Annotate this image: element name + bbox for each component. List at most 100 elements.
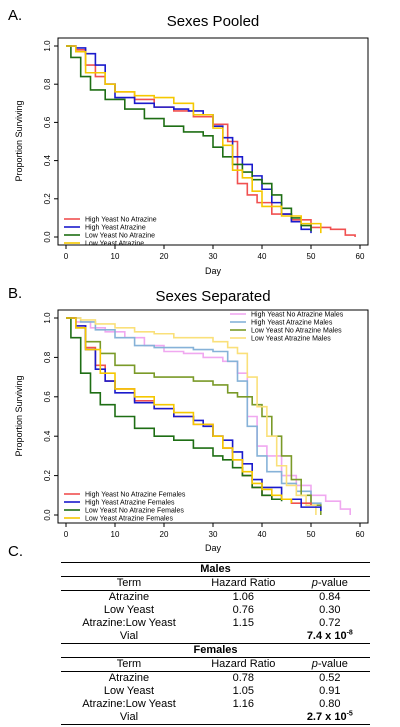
table-row: Low Yeast 1.05 0.91 [61,685,370,698]
x-tick-label: 40 [258,252,267,261]
legend-label: High Yeast Atrazine Females [85,500,175,507]
hazard-ratio-table: Males Term Hazard Ratio p-value Atrazine 1.06… [61,562,370,725]
y-tick-label: 1.0 [43,40,52,52]
p-value-cell: 0.52 [319,672,341,684]
term-cell: Atrazine:Low Yeast [82,698,176,710]
x-tick-label: 0 [64,530,69,539]
x-tick-label: 30 [209,530,218,539]
legend-label: Low Yeast No Atrazine Males [251,328,342,335]
hazard-ratio-cell [196,711,290,725]
hazard-ratio-cell [196,630,290,644]
p-value-cell: 0.72 [319,617,341,629]
x-tick-label: 10 [111,530,120,539]
hazard-ratio-cell: 0.78 [232,672,254,684]
panel-a-x-ticks: 0 10 20 30 40 50 60 [64,245,365,261]
series-line-7 [66,317,293,504]
column-header: Term [61,576,197,591]
term-cell: Atrazine [108,591,150,603]
legend-label: Low Yeast No Atrazine [85,233,155,240]
legend-label: High Yeast No Atrazine Females [85,492,186,499]
panel-b: B. Sexes Separated 0 10 20 30 40 50 60 0.00.20… [8,285,369,553]
y-tick-label: 0.4 [43,430,52,442]
column-header: p-value [289,657,370,672]
table-row: Atrazine:Low Yeast 1.15 0.72 [61,617,370,630]
legend-label: Low Yeast Atrazine Males [251,336,331,343]
series-line-1 [66,45,312,234]
term-cell: Low Yeast [103,685,155,697]
series-line-3 [66,317,317,515]
x-tick-label: 50 [307,252,316,261]
p-value-cell: 7.4 x 10-8 [289,629,370,644]
y-tick-label: 0.2 [43,193,52,205]
table-row: Atrazine:Low Yeast 1.16 0.80 [61,698,370,711]
p-value-cell: 0.30 [319,604,341,616]
legend-label: Low Yeast No Atrazine Females [85,508,184,515]
column-header: p-value [289,576,370,591]
table-row: Vial 7.4 x 10-8 [61,629,370,644]
y-tick-label: 0.2 [43,469,52,481]
figure: A. Sexes Pooled 0 10 20 30 40 50 60 0.00.20.40… [8,7,369,553]
y-tick-label: 0.4 [43,154,52,166]
hazard-ratio-cell: 1.05 [232,685,254,697]
panel-a-x-axis-label: Day [205,266,222,276]
table-row: Atrazine 1.06 0.84 [61,591,370,605]
panel-a-series-lines [66,45,356,237]
column-header: Term [61,657,197,672]
panel-a-y-axis-label: Proportion Surviving [14,100,24,181]
x-tick-label: 50 [307,530,316,539]
series-line-6 [66,317,283,502]
x-tick-label: 40 [258,530,267,539]
term-cell: Vial [61,711,197,725]
p-value-cell: 0.80 [319,698,341,710]
legend-label: High Yeast No Atrazine [85,217,157,224]
column-header-italic: p [311,658,318,670]
series-line-4 [66,317,312,506]
panel-a: A. Sexes Pooled 0 10 20 30 40 50 60 0.00.20.40… [8,7,369,276]
panel-b-series-lines [66,317,351,515]
series-line-0 [66,45,356,237]
series-line-2 [66,45,312,232]
y-tick-label: 0.8 [43,78,52,90]
term-cell: Atrazine [108,672,150,684]
panel-b-label: B. [8,285,22,302]
legend-label: Low Yeast Atrazine Females [85,516,173,523]
p-value-cell: 2.7 x 10-5 [289,710,370,725]
x-tick-label: 20 [160,252,169,261]
y-tick-label: 0.0 [43,231,52,243]
y-tick-label: 0.6 [43,116,52,128]
legend-label: Low Yeast Atrazine [85,241,144,248]
term-cell: Low Yeast [103,604,155,616]
table-row: Low Yeast 0.76 0.30 [61,604,370,617]
series-line-0 [66,317,351,515]
series-line-2 [66,317,322,515]
p-value-exponent: -8 [346,629,353,637]
term-cell: Vial [61,630,197,644]
table-row: Atrazine 0.78 0.52 [61,672,370,686]
table-column-headers: Term Hazard Ratio p-value [61,576,370,591]
panel-b-y-ticks: 0.0 0.2 0.4 0.6 0.8 1.0 [43,312,58,521]
hazard-ratio-cell: 1.16 [232,698,254,710]
p-value-exponent: -5 [346,710,353,718]
term-cell: Atrazine:Low Yeast [82,617,176,629]
x-tick-label: 20 [160,530,169,539]
panel-c-label: C. [8,543,23,560]
panel-b-title: Sexes Separated [155,288,270,305]
x-tick-label: 0 [64,252,69,261]
y-tick-label: 0.0 [43,509,52,521]
y-tick-label: 1.0 [43,312,52,324]
panel-a-y-ticks: 0.0 0.2 0.4 0.6 0.8 1.0 [43,40,58,243]
y-tick-label: 0.8 [43,351,52,363]
hazard-ratio-cell: 1.15 [232,617,254,629]
series-line-1 [66,317,322,512]
table-section-title: Males [61,562,370,577]
p-value-cell: 0.91 [319,685,341,697]
column-header-italic: p [311,577,318,589]
x-tick-label: 30 [209,252,218,261]
y-tick-label: 0.6 [43,391,52,403]
legend-label: High Yeast Atrazine Males [251,320,333,327]
table-section-title: Females [61,643,370,658]
column-header: Hazard Ratio [196,657,290,672]
hazard-ratio-cell: 0.76 [232,604,254,616]
x-tick-label: 10 [111,252,120,261]
